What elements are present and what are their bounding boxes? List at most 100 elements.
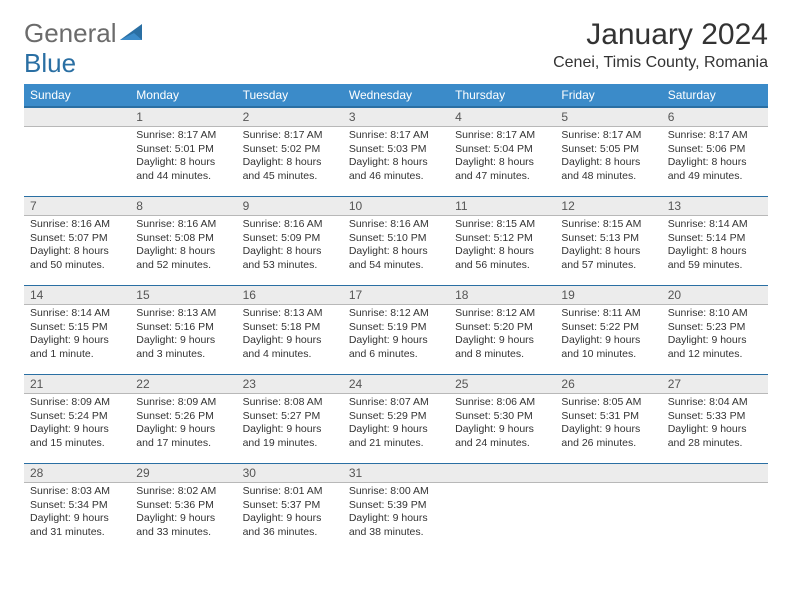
day-cell: Sunrise: 8:15 AMSunset: 5:12 PMDaylight:… xyxy=(449,216,555,286)
day-number: 25 xyxy=(449,375,555,393)
day-number: 12 xyxy=(555,197,661,215)
daylight-line: Daylight: 9 hours and 15 minutes. xyxy=(30,423,126,450)
daylight-line: Daylight: 9 hours and 8 minutes. xyxy=(455,334,551,361)
daynum-row: 78910111213 xyxy=(24,197,768,216)
sunrise-line: Sunrise: 8:12 AM xyxy=(455,307,551,321)
day-number: 29 xyxy=(130,464,236,482)
day-number: 10 xyxy=(343,197,449,215)
daylight-line: Daylight: 9 hours and 3 minutes. xyxy=(136,334,232,361)
daynum-cell xyxy=(662,464,768,483)
daylight-line: Daylight: 9 hours and 38 minutes. xyxy=(349,512,445,539)
sunset-line: Sunset: 5:24 PM xyxy=(30,410,126,424)
weekday-header: Thursday xyxy=(449,84,555,107)
sunset-line: Sunset: 5:26 PM xyxy=(136,410,232,424)
sunrise-line: Sunrise: 8:10 AM xyxy=(668,307,764,321)
day-number: 14 xyxy=(24,286,130,304)
day-number: 16 xyxy=(237,286,343,304)
daynum-cell: 28 xyxy=(24,464,130,483)
daynum-cell: 30 xyxy=(237,464,343,483)
day-cell: Sunrise: 8:13 AMSunset: 5:16 PMDaylight:… xyxy=(130,305,236,375)
daynum-cell: 7 xyxy=(24,197,130,216)
sunset-line: Sunset: 5:09 PM xyxy=(243,232,339,246)
weekday-header: Friday xyxy=(555,84,661,107)
day-cell: Sunrise: 8:14 AMSunset: 5:15 PMDaylight:… xyxy=(24,305,130,375)
sunrise-line: Sunrise: 8:01 AM xyxy=(243,485,339,499)
day-cell xyxy=(449,483,555,553)
content-row: Sunrise: 8:17 AMSunset: 5:01 PMDaylight:… xyxy=(24,127,768,197)
sunset-line: Sunset: 5:16 PM xyxy=(136,321,232,335)
sunset-line: Sunset: 5:19 PM xyxy=(349,321,445,335)
daynum-cell: 2 xyxy=(237,107,343,127)
daylight-line: Daylight: 8 hours and 53 minutes. xyxy=(243,245,339,272)
day-cell: Sunrise: 8:04 AMSunset: 5:33 PMDaylight:… xyxy=(662,394,768,464)
sunrise-line: Sunrise: 8:09 AM xyxy=(136,396,232,410)
header: General January 2024 Cenei, Timis County… xyxy=(0,0,792,80)
daynum-cell: 12 xyxy=(555,197,661,216)
sunrise-line: Sunrise: 8:17 AM xyxy=(136,129,232,143)
day-cell: Sunrise: 8:15 AMSunset: 5:13 PMDaylight:… xyxy=(555,216,661,286)
daynum-cell: 8 xyxy=(130,197,236,216)
day-number: 23 xyxy=(237,375,343,393)
sunset-line: Sunset: 5:33 PM xyxy=(668,410,764,424)
title-block: January 2024 Cenei, Timis County, Romani… xyxy=(553,18,768,72)
content-row: Sunrise: 8:09 AMSunset: 5:24 PMDaylight:… xyxy=(24,394,768,464)
daylight-line: Daylight: 9 hours and 19 minutes. xyxy=(243,423,339,450)
day-cell: Sunrise: 8:09 AMSunset: 5:26 PMDaylight:… xyxy=(130,394,236,464)
sunset-line: Sunset: 5:34 PM xyxy=(30,499,126,513)
sunrise-line: Sunrise: 8:16 AM xyxy=(136,218,232,232)
day-cell: Sunrise: 8:17 AMSunset: 5:02 PMDaylight:… xyxy=(237,127,343,197)
day-cell: Sunrise: 8:17 AMSunset: 5:05 PMDaylight:… xyxy=(555,127,661,197)
sunrise-line: Sunrise: 8:16 AM xyxy=(243,218,339,232)
sunset-line: Sunset: 5:22 PM xyxy=(561,321,657,335)
daynum-cell: 18 xyxy=(449,286,555,305)
day-cell: Sunrise: 8:06 AMSunset: 5:30 PMDaylight:… xyxy=(449,394,555,464)
daylight-line: Daylight: 8 hours and 44 minutes. xyxy=(136,156,232,183)
daynum-cell xyxy=(24,107,130,127)
logo-triangle-icon xyxy=(120,18,146,49)
sunrise-line: Sunrise: 8:14 AM xyxy=(668,218,764,232)
sunrise-line: Sunrise: 8:00 AM xyxy=(349,485,445,499)
day-number: 24 xyxy=(343,375,449,393)
daylight-line: Daylight: 9 hours and 6 minutes. xyxy=(349,334,445,361)
day-number: 28 xyxy=(24,464,130,482)
sunset-line: Sunset: 5:07 PM xyxy=(30,232,126,246)
sunset-line: Sunset: 5:05 PM xyxy=(561,143,657,157)
weekday-header: Wednesday xyxy=(343,84,449,107)
sunset-line: Sunset: 5:36 PM xyxy=(136,499,232,513)
daynum-row: 21222324252627 xyxy=(24,375,768,394)
logo: General xyxy=(24,18,146,49)
sunset-line: Sunset: 5:06 PM xyxy=(668,143,764,157)
daynum-cell: 22 xyxy=(130,375,236,394)
sunset-line: Sunset: 5:18 PM xyxy=(243,321,339,335)
sunset-line: Sunset: 5:30 PM xyxy=(455,410,551,424)
sunset-line: Sunset: 5:27 PM xyxy=(243,410,339,424)
sunrise-line: Sunrise: 8:17 AM xyxy=(668,129,764,143)
day-cell: Sunrise: 8:01 AMSunset: 5:37 PMDaylight:… xyxy=(237,483,343,553)
calendar-table: SundayMondayTuesdayWednesdayThursdayFrid… xyxy=(24,84,768,553)
daynum-cell: 31 xyxy=(343,464,449,483)
sunrise-line: Sunrise: 8:13 AM xyxy=(243,307,339,321)
day-number: 11 xyxy=(449,197,555,215)
daylight-line: Daylight: 8 hours and 54 minutes. xyxy=(349,245,445,272)
sunset-line: Sunset: 5:12 PM xyxy=(455,232,551,246)
sunrise-line: Sunrise: 8:03 AM xyxy=(30,485,126,499)
daynum-cell: 19 xyxy=(555,286,661,305)
daynum-cell: 24 xyxy=(343,375,449,394)
month-title: January 2024 xyxy=(553,18,768,52)
day-cell: Sunrise: 8:09 AMSunset: 5:24 PMDaylight:… xyxy=(24,394,130,464)
daylight-line: Daylight: 9 hours and 33 minutes. xyxy=(136,512,232,539)
day-number: 15 xyxy=(130,286,236,304)
daylight-line: Daylight: 9 hours and 36 minutes. xyxy=(243,512,339,539)
weekday-header: Sunday xyxy=(24,84,130,107)
sunrise-line: Sunrise: 8:17 AM xyxy=(349,129,445,143)
day-cell: Sunrise: 8:17 AMSunset: 5:04 PMDaylight:… xyxy=(449,127,555,197)
sunrise-line: Sunrise: 8:08 AM xyxy=(243,396,339,410)
daynum-cell: 27 xyxy=(662,375,768,394)
daylight-line: Daylight: 8 hours and 48 minutes. xyxy=(561,156,657,183)
daynum-cell: 14 xyxy=(24,286,130,305)
sunset-line: Sunset: 5:23 PM xyxy=(668,321,764,335)
day-cell: Sunrise: 8:02 AMSunset: 5:36 PMDaylight:… xyxy=(130,483,236,553)
day-cell: Sunrise: 8:17 AMSunset: 5:03 PMDaylight:… xyxy=(343,127,449,197)
day-number: 17 xyxy=(343,286,449,304)
daynum-cell: 23 xyxy=(237,375,343,394)
